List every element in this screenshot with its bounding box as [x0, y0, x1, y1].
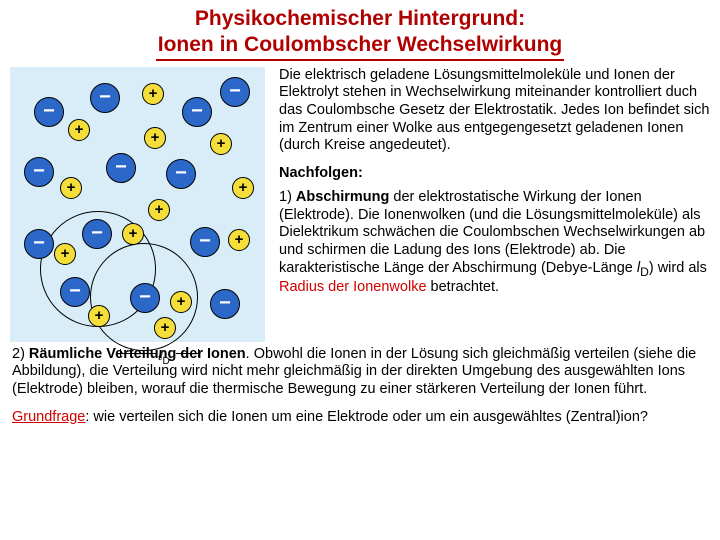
- negative-ion: −: [190, 227, 220, 257]
- title-text: Physikochemischer Hintergrund: Ionen in …: [156, 6, 565, 61]
- positive-ion: +: [144, 127, 166, 149]
- title-line1: Physikochemischer Hintergrund:: [195, 7, 525, 30]
- text-column: Die elektrisch geladene Lösungsmittelmol…: [275, 67, 710, 342]
- arrow-left: [120, 353, 156, 354]
- p1-after: ) wird als: [649, 260, 707, 276]
- positive-ion: +: [122, 223, 144, 245]
- p1-bold: Abschirmung: [296, 189, 389, 205]
- negative-ion: −: [220, 77, 250, 107]
- negative-ion: −: [106, 153, 136, 183]
- negative-ion: −: [34, 97, 64, 127]
- negative-ion: −: [82, 219, 112, 249]
- p1-lead: 1): [279, 189, 296, 205]
- intro-paragraph: Die elektrisch geladene Lösungsmittelmol…: [279, 67, 710, 155]
- positive-ion: +: [154, 317, 176, 339]
- positive-ion: +: [60, 177, 82, 199]
- title-line2: Ionen in Coulombscher Wechselwirkung: [158, 33, 563, 56]
- diagram-column: −−−−−−−−−−−−−+++++++++++++ℓD: [10, 67, 275, 342]
- negative-ion: −: [182, 97, 212, 127]
- arrow-right: [176, 353, 198, 354]
- positive-ion: +: [232, 177, 254, 199]
- page-title: Physikochemischer Hintergrund: Ionen in …: [0, 0, 720, 65]
- positive-ion: +: [210, 133, 232, 155]
- positive-ion: +: [142, 83, 164, 105]
- grund-rest: : wie verteilen sich die Ionen um eine E…: [85, 409, 648, 425]
- negative-ion: −: [130, 283, 160, 313]
- grundfrage: Grundfrage: wie verteilen sich die Ionen…: [12, 409, 708, 427]
- main-content: −−−−−−−−−−−−−+++++++++++++ℓD Die elektri…: [0, 65, 720, 342]
- positive-ion: +: [68, 119, 90, 141]
- debye-length-label: ℓD: [158, 347, 170, 367]
- p2-lead: 2): [12, 346, 29, 362]
- negative-ion: −: [210, 289, 240, 319]
- p1-end: betrachtet.: [427, 279, 500, 295]
- negative-ion: −: [24, 157, 54, 187]
- positive-ion: +: [54, 243, 76, 265]
- p1-sub: D: [640, 265, 649, 279]
- negative-ion: −: [24, 229, 54, 259]
- paragraph-2: 2) Räumliche Verteilung der Ionen. Obwoh…: [12, 346, 708, 399]
- negative-ion: −: [90, 83, 120, 113]
- paragraph-1: 1) Abschirmung der elektrostatische Wirk…: [279, 189, 710, 297]
- positive-ion: +: [228, 229, 250, 251]
- bottom-text: 2) Räumliche Verteilung der Ionen. Obwoh…: [0, 342, 720, 427]
- ion-diagram: −−−−−−−−−−−−−+++++++++++++ℓD: [10, 67, 265, 342]
- p1-red: Radius der Ionenwolke: [279, 279, 427, 295]
- negative-ion: −: [166, 159, 196, 189]
- positive-ion: +: [148, 199, 170, 221]
- subheading: Nachfolgen:: [279, 165, 710, 181]
- positive-ion: +: [88, 305, 110, 327]
- positive-ion: +: [170, 291, 192, 313]
- grund-label: Grundfrage: [12, 409, 85, 425]
- negative-ion: −: [60, 277, 90, 307]
